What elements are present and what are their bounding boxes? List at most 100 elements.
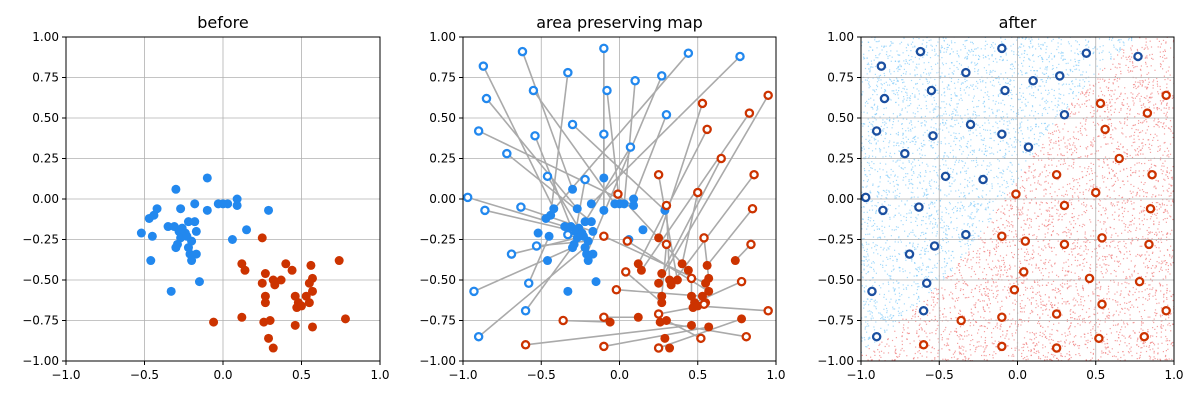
region-dot: [1036, 344, 1038, 346]
region-dot: [1048, 124, 1050, 126]
region-dot: [881, 203, 883, 205]
region-dot: [910, 130, 912, 132]
region-dot: [914, 314, 916, 316]
region-dot: [1024, 305, 1026, 307]
region-dot: [1112, 184, 1114, 187]
data-point: [242, 225, 252, 235]
region-dot: [1153, 104, 1155, 106]
region-dot: [959, 310, 962, 312]
region-dot: [1109, 196, 1111, 199]
region-dot: [958, 159, 960, 161]
region-dot: [922, 56, 924, 58]
region-dot: [1019, 98, 1021, 100]
region-dot: [1150, 278, 1152, 280]
region-dot: [1096, 287, 1098, 289]
region-dot: [972, 230, 974, 232]
region-dot: [896, 68, 898, 70]
region-dot: [918, 63, 920, 65]
region-dot: [959, 309, 961, 311]
region-dot: [866, 211, 868, 213]
region-dot: [1038, 145, 1040, 147]
region-dot: [1013, 86, 1015, 88]
region-dot: [1005, 54, 1007, 56]
region-dot: [880, 79, 882, 81]
region-dot: [956, 66, 958, 69]
region-dot: [953, 180, 955, 182]
region-dot: [936, 115, 939, 117]
region-dot: [935, 90, 937, 92]
region-dot: [1039, 55, 1041, 57]
region-dot: [863, 269, 865, 271]
x-tick-label: 1.0: [370, 368, 389, 382]
region-dot: [1143, 218, 1145, 220]
region-dot: [901, 343, 903, 346]
region-dot: [1135, 170, 1137, 172]
region-dot: [1083, 197, 1085, 200]
region-dot: [979, 132, 981, 134]
region-dot: [903, 215, 905, 218]
region-dot: [1119, 49, 1121, 51]
region-dot: [960, 146, 962, 148]
region-dot: [996, 240, 998, 242]
region-dot: [959, 326, 962, 328]
region-dot: [1051, 196, 1053, 198]
region-dot: [1030, 42, 1032, 44]
region-dot: [1168, 156, 1170, 158]
region-dot: [1090, 359, 1092, 361]
region-dot: [879, 149, 881, 151]
data-point: [340, 314, 350, 324]
region-dot: [1010, 207, 1012, 209]
region-dot: [968, 267, 970, 269]
region-dot: [1084, 343, 1086, 345]
region-dot: [894, 330, 896, 332]
data-point: [463, 192, 473, 203]
region-dot: [1105, 258, 1107, 260]
region-dot: [948, 85, 950, 87]
region-dot: [933, 142, 935, 144]
mapping-line: [658, 306, 694, 315]
region-dot: [1077, 138, 1080, 141]
region-dot: [889, 155, 891, 157]
region-dot: [902, 87, 904, 89]
region-dot: [936, 267, 938, 269]
region-dot: [956, 106, 958, 108]
region-dot: [1118, 145, 1120, 147]
region-dot: [1171, 229, 1173, 231]
region-dot: [920, 257, 922, 259]
region-dot: [1023, 337, 1026, 339]
region-dot: [1122, 216, 1124, 218]
region-dot: [989, 46, 992, 48]
region-dot: [897, 70, 899, 72]
region-dot: [1097, 109, 1099, 111]
region-dot: [1066, 147, 1068, 149]
region-dot: [1092, 186, 1094, 189]
region-dot: [1068, 253, 1070, 255]
region-dot: [1077, 131, 1079, 133]
region-dot: [868, 81, 870, 83]
region-dot: [1031, 253, 1034, 255]
region-dot: [892, 160, 894, 162]
region-dot: [915, 248, 917, 250]
data-point: [763, 306, 773, 316]
region-dot: [886, 239, 888, 242]
region-dot: [995, 244, 997, 246]
region-dot: [1140, 328, 1142, 330]
region-dot: [1138, 254, 1140, 256]
region-dot: [1091, 251, 1093, 253]
region-dot: [1153, 321, 1155, 324]
region-dot: [925, 171, 927, 173]
region-dot: [1090, 105, 1092, 107]
region-dot: [964, 257, 966, 259]
region-dot: [941, 57, 943, 59]
region-dot: [976, 135, 978, 137]
region-dot: [977, 82, 979, 84]
region-dot: [864, 303, 867, 305]
region-dot: [965, 40, 967, 42]
region-dot: [1085, 189, 1087, 191]
region-dot: [889, 182, 891, 184]
region-dot: [951, 118, 953, 120]
region-dot: [1100, 356, 1102, 358]
region-dot: [1000, 266, 1002, 268]
region-dot: [924, 144, 926, 146]
region-dot: [886, 307, 888, 310]
